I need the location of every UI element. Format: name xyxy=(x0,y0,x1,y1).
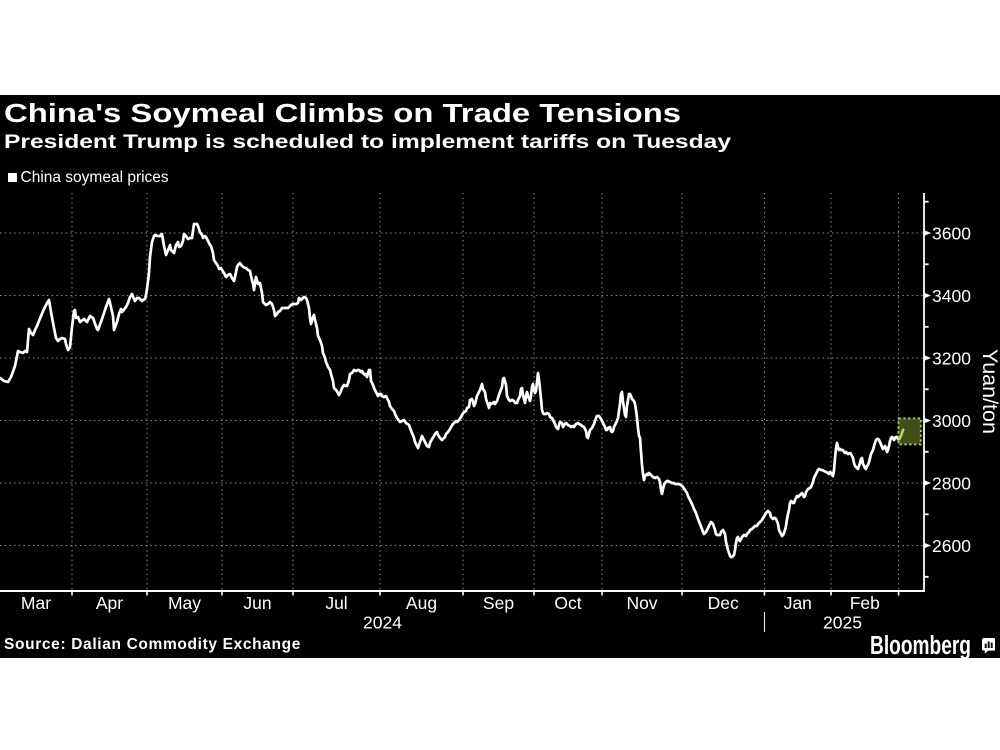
svg-text:2024: 2024 xyxy=(363,613,402,633)
svg-text:Aug: Aug xyxy=(406,593,437,613)
svg-text:Jan: Jan xyxy=(784,593,812,613)
svg-text:2025: 2025 xyxy=(823,613,862,633)
svg-text:Oct: Oct xyxy=(554,593,581,613)
svg-text:Sep: Sep xyxy=(483,593,514,613)
svg-text:Nov: Nov xyxy=(626,593,657,613)
svg-text:2800: 2800 xyxy=(932,473,971,493)
svg-text:Jun: Jun xyxy=(243,593,271,613)
svg-text:3600: 3600 xyxy=(932,223,971,243)
svg-text:Feb: Feb xyxy=(850,593,880,613)
svg-text:Jul: Jul xyxy=(325,593,347,613)
svg-text:Apr: Apr xyxy=(96,593,123,613)
svg-text:Dec: Dec xyxy=(708,593,739,613)
svg-text:Mar: Mar xyxy=(21,593,51,613)
svg-text:3000: 3000 xyxy=(932,411,971,431)
svg-text:2600: 2600 xyxy=(932,536,971,556)
svg-text:3400: 3400 xyxy=(932,286,971,306)
svg-text:May: May xyxy=(168,593,201,613)
svg-text:Yuan/ton: Yuan/ton xyxy=(978,349,1000,434)
svg-text:3200: 3200 xyxy=(932,348,971,368)
